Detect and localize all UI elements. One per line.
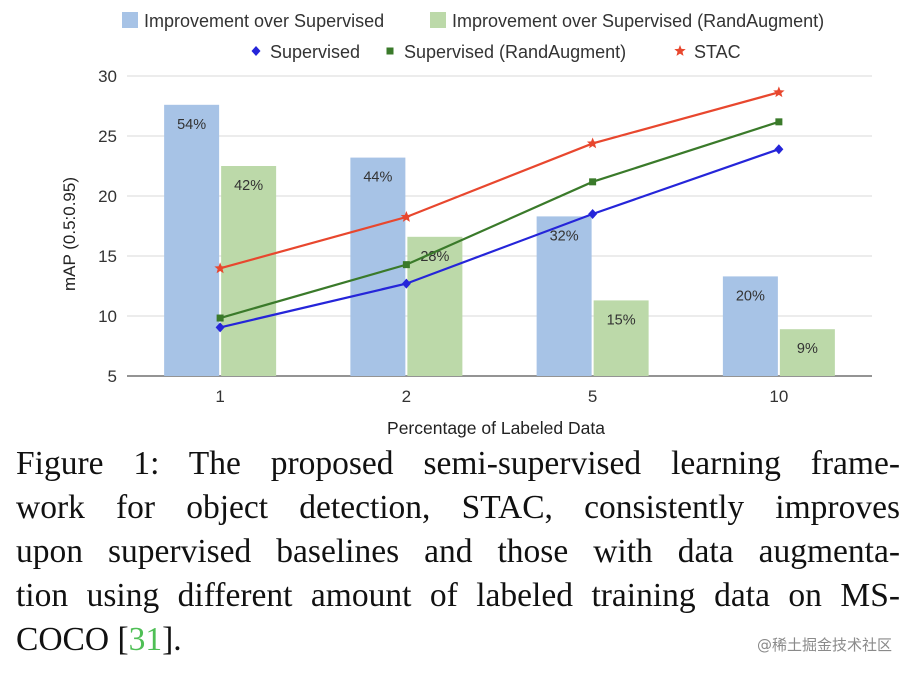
bar bbox=[221, 166, 277, 376]
legend: Improvement over Supervised Improvement o… bbox=[122, 11, 824, 62]
caption-line-1: Figure 1: The proposed semi-supervised l… bbox=[16, 445, 900, 482]
x-axis-ticks: 1 2 5 10 bbox=[215, 387, 788, 406]
legend-label: Supervised bbox=[270, 42, 360, 62]
legend-label: Improvement over Supervised bbox=[144, 11, 384, 31]
point bbox=[774, 144, 784, 155]
caption-line-3: upon supervised baselines and those with… bbox=[16, 533, 900, 570]
watermark: @稀土掘金技术社区 bbox=[756, 636, 892, 654]
bar-data-label: 20% bbox=[736, 288, 765, 304]
bar-data-label: 44% bbox=[363, 170, 392, 186]
point bbox=[674, 45, 686, 56]
point bbox=[402, 261, 410, 269]
y-tick-label: 25 bbox=[98, 127, 117, 146]
y-tick-label: 10 bbox=[98, 307, 117, 326]
caption-line-5: COCO [31]. bbox=[16, 618, 900, 662]
legend-label: Improvement over Supervised (RandAugment… bbox=[452, 11, 824, 31]
figure-caption: Figure 1: The proposed semi-supervised l… bbox=[16, 442, 900, 662]
point bbox=[251, 46, 261, 56]
chart: Improvement over Supervised Improvement o… bbox=[60, 11, 872, 438]
point bbox=[386, 47, 394, 55]
bar bbox=[536, 216, 592, 376]
legend-label: STAC bbox=[694, 42, 741, 62]
y-tick-label: 5 bbox=[108, 367, 117, 386]
x-tick-label: 2 bbox=[402, 387, 411, 406]
bar-data-label: 28% bbox=[420, 249, 449, 265]
x-tick-label: 5 bbox=[588, 387, 597, 406]
bar-data-label: 32% bbox=[550, 228, 579, 244]
caption-line-2: work for object detection, STAC, consist… bbox=[16, 489, 900, 526]
x-axis-label: Percentage of Labeled Data bbox=[387, 418, 605, 438]
point bbox=[214, 262, 226, 274]
bar bbox=[593, 300, 649, 376]
point bbox=[400, 211, 413, 222]
point bbox=[589, 178, 597, 186]
legend-swatch bbox=[122, 12, 138, 28]
bar-data-label: 9% bbox=[797, 341, 818, 357]
legend-swatch bbox=[430, 12, 446, 28]
bar bbox=[722, 276, 778, 376]
caption-line-5-text: COCO bbox=[16, 621, 118, 658]
y-axis-ticks: 5 10 15 20 25 30 bbox=[98, 67, 117, 386]
y-axis-label: mAP (0.5:0.95) bbox=[60, 177, 79, 291]
point bbox=[401, 278, 411, 289]
point bbox=[215, 322, 225, 333]
bars: 54% 44% 32% 20% 42% 28% 15% 9% bbox=[164, 104, 835, 377]
citation-link[interactable]: 31 bbox=[128, 621, 163, 658]
point bbox=[216, 314, 224, 322]
point bbox=[773, 86, 785, 98]
y-tick-label: 15 bbox=[98, 247, 117, 266]
bar-data-label: 54% bbox=[177, 117, 206, 133]
bar bbox=[164, 104, 220, 377]
citation-close-bracket: ]. bbox=[162, 621, 182, 658]
bar bbox=[779, 329, 835, 376]
y-tick-label: 20 bbox=[98, 187, 117, 206]
bar-data-label: 42% bbox=[234, 178, 263, 194]
legend-label: Supervised (RandAugment) bbox=[404, 42, 626, 62]
x-tick-label: 10 bbox=[769, 387, 788, 406]
point bbox=[586, 137, 599, 149]
series-line bbox=[219, 91, 780, 270]
bar-data-label: 15% bbox=[607, 312, 636, 328]
point bbox=[775, 118, 783, 126]
citation-open-bracket: [ bbox=[117, 621, 129, 658]
lines bbox=[214, 86, 785, 333]
point bbox=[588, 209, 598, 219]
y-tick-label: 30 bbox=[98, 67, 117, 86]
series-line bbox=[219, 120, 780, 320]
caption-line-4: tion using different amount of labeled t… bbox=[16, 577, 900, 614]
x-tick-label: 1 bbox=[215, 387, 224, 406]
series-line bbox=[219, 148, 780, 329]
